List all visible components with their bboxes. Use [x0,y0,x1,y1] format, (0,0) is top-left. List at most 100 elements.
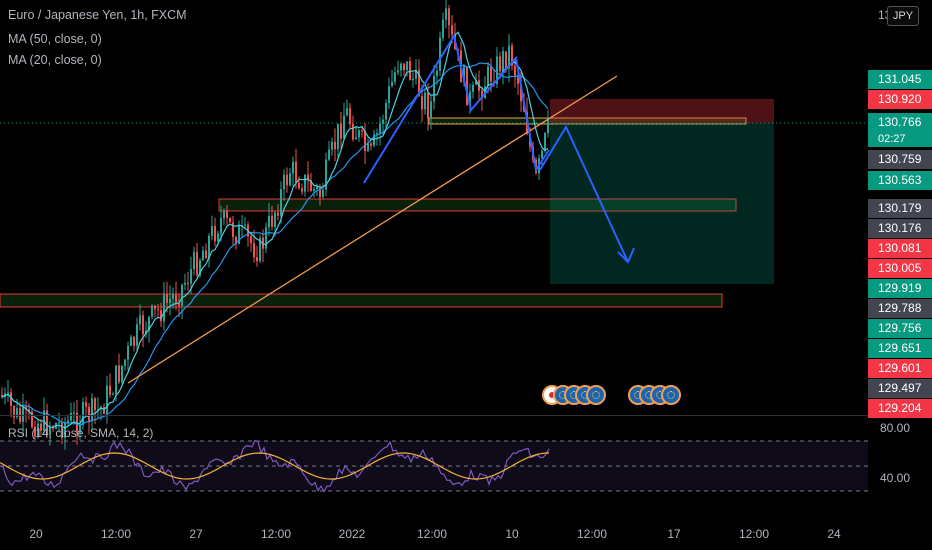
candle-body [301,188,303,192]
ma20-legend[interactable]: MA (20, close, 0) [8,53,102,67]
time-axis-label: 12:00 [100,527,132,541]
candle-body [307,174,309,181]
candle-body [274,212,276,227]
eu-flag-icon[interactable] [586,385,606,405]
candle-body [124,359,126,366]
candle-body [61,422,63,438]
candle-body [208,235,210,259]
candle-body [253,243,255,258]
candle-body [94,398,96,411]
time-axis-label: 10 [505,527,519,541]
price-tag: 130.920 [868,90,932,109]
candle-body [166,294,168,303]
candle-body [364,130,366,151]
pane-divider[interactable] [0,415,932,416]
rsi-legend[interactable]: RSI (14, close, SMA, 14, 2) [8,426,154,440]
candle-body [115,365,117,394]
candle-body [103,407,105,414]
event-badges-group-1[interactable] [542,385,606,411]
candle-body [373,134,375,146]
candle-body [325,159,327,190]
candle-body [382,119,384,124]
candle-body [418,69,420,96]
candle-body [376,132,378,135]
candle-body [223,210,225,219]
candle-body [13,406,15,418]
candle-body [49,426,51,435]
ma50-legend[interactable]: MA (50, close, 0) [8,32,102,46]
candle-body [391,81,393,87]
eu-flag-icon[interactable] [661,385,681,405]
candle-body [481,90,483,99]
candle-body [295,161,297,183]
ma20-line [1,31,549,429]
candle-body [463,66,465,83]
candle-body [316,186,318,189]
candle-body [313,188,315,191]
time-axis-label: 12:00 [576,527,608,541]
candle-body [436,70,438,77]
candle-body [370,143,372,146]
candle-body [7,392,9,394]
symbol-title[interactable]: Euro / Japanese Yen, 1h, FXCM [8,8,187,22]
price-tag: 131.045 [868,70,932,89]
candle-body [214,225,216,241]
candle-body [148,316,150,331]
candle-body [184,282,186,285]
candle-body [157,309,159,311]
candle-body [349,108,351,124]
time-axis-label: 2022 [338,527,366,541]
candle-body [43,410,45,431]
candle-body [421,95,423,110]
time-axis-label: 12:00 [416,527,448,541]
candle-body [304,174,306,192]
candle-body [271,215,273,227]
candle-body [37,423,39,437]
candle-body [196,252,198,275]
candle-body [112,393,114,395]
candle-body [172,294,174,299]
price-tag: 129.919 [868,279,932,298]
candle-body [259,237,261,262]
support-zone-lower [0,293,723,308]
candle-body [187,282,189,284]
candle-body [244,224,246,226]
candle-body [202,250,204,261]
price-tag: 129.788 [868,299,932,318]
candle-body [220,218,222,234]
candle-body [490,66,492,82]
take-profit-area [550,123,774,284]
rsi-line [0,439,550,493]
price-tag: 130.081 [868,239,932,258]
candle-body [139,315,141,325]
candle-body [502,51,504,72]
candle-body [88,406,90,422]
candle-body [85,402,87,407]
candle-body [427,92,429,119]
trendline [127,75,618,384]
candle-body [505,51,507,69]
candle-body [397,70,399,73]
candle-body [22,406,24,422]
candle-body [79,424,81,433]
time-axis-label: 12:00 [738,527,770,541]
candle-body [109,385,111,395]
time-axis-label: 27 [189,527,203,541]
candle-body [496,56,498,85]
currency-button[interactable]: JPY [887,6,919,26]
event-badges-group-2[interactable] [628,385,681,411]
price-tag: 129.497 [868,379,932,398]
candle-body [277,212,279,216]
candle-body [466,66,468,106]
candle-body [235,236,237,245]
time-axis-label: 24 [827,527,841,541]
candle-body [361,130,363,132]
candle-body [292,161,294,174]
candle-body [346,108,348,116]
candle-body [175,294,177,303]
candle-body [385,102,387,120]
arrow-head-icon [617,247,635,264]
candle-body [310,180,312,191]
time-axis-label: 12:00 [260,527,292,541]
